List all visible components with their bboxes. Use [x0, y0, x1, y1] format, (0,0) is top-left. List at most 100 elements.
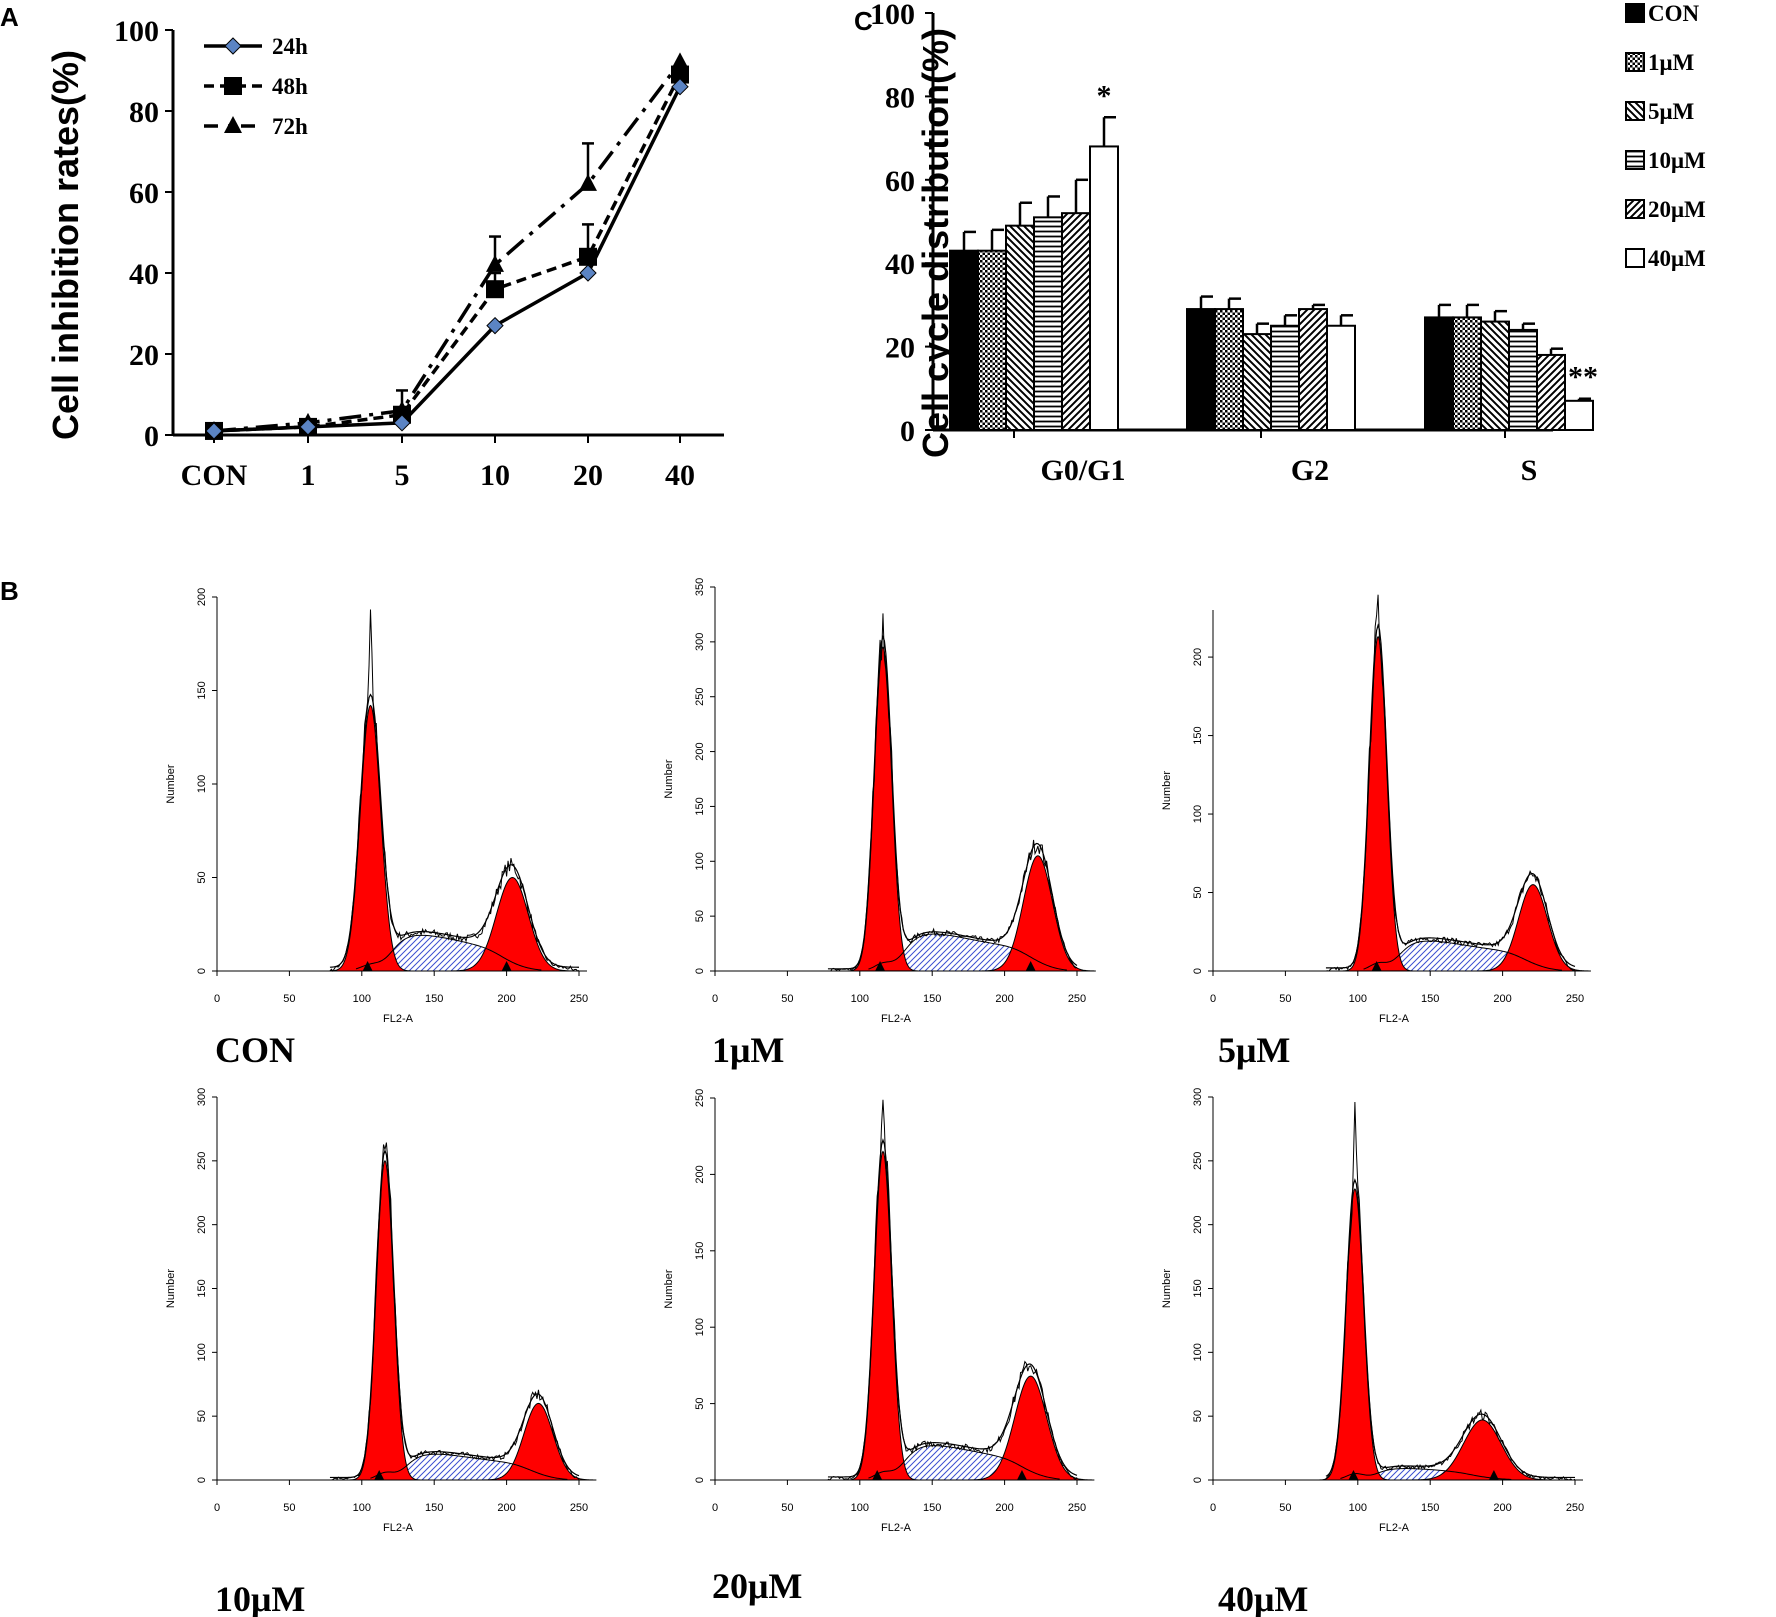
x-tick-label: 50 — [781, 993, 793, 1005]
g1-peak — [349, 1159, 420, 1481]
legend-label: CON — [1648, 1, 1700, 26]
y-tick-label: 40 — [885, 248, 915, 281]
s-phase-curve — [370, 1453, 568, 1480]
y-tick-label: 0 — [1192, 968, 1204, 974]
y-tick-label: 100 — [1192, 805, 1204, 823]
x-tick-label: 0 — [214, 1502, 220, 1514]
category-group-G0-G1 — [949, 116, 1119, 431]
peak-marker — [1025, 961, 1036, 971]
legend-label: 24h — [272, 34, 308, 59]
bar — [1033, 216, 1063, 431]
bar — [1214, 308, 1244, 432]
x-axis-title: FL2-A — [881, 1013, 912, 1025]
x-axis-title: FL2-A — [1379, 1013, 1410, 1025]
y-axis-title: Number — [663, 759, 675, 798]
peak-marker — [362, 961, 373, 971]
x-tick-label: CON — [181, 459, 248, 492]
flow-cytometry-histograms: 0 50 100 150 200 0 50 100 150 200 250 FL2-A Number CO… — [165, 578, 1591, 1617]
y-tick-label: 50 — [1192, 1410, 1204, 1422]
y-tick-label: 100 — [1192, 1343, 1204, 1361]
legend-swatch — [1625, 199, 1645, 219]
y-tick-label: 50 — [694, 1397, 706, 1409]
x-tick-label: 0 — [712, 993, 718, 1005]
x-tick-label: 200 — [1493, 1502, 1511, 1514]
legend-label: 20μM — [1648, 197, 1706, 222]
s-phase-curve — [868, 933, 1067, 971]
x-tick-label: 200 — [1493, 993, 1511, 1005]
data-point — [205, 422, 223, 440]
series-72h — [205, 52, 689, 438]
legend-label: 40μM — [1648, 246, 1706, 271]
category-group-G2 — [1186, 295, 1356, 432]
bar — [1564, 399, 1594, 431]
y-tick-label: 80 — [885, 81, 915, 114]
bar — [1061, 212, 1091, 431]
g1-peak — [1319, 1188, 1390, 1481]
y-tick-label: 300 — [694, 633, 706, 651]
y-tick-label: 150 — [1192, 1279, 1204, 1297]
panel-label-b: B — [0, 576, 19, 606]
series-line — [213, 85, 682, 433]
histogram-5μM: 0 50 100 150 200 0 50 100 150 200 250 FL2-A Number — [1161, 594, 1591, 1025]
bar — [949, 249, 979, 431]
y-tick-label: 40 — [129, 258, 159, 291]
x-tick-label: 100 — [851, 1502, 869, 1514]
y-tick-label: 200 — [196, 1215, 208, 1233]
x-tick-label: 10 — [480, 459, 510, 492]
legend-swatch — [1625, 101, 1645, 121]
x-axis-title: FL2-A — [881, 1522, 912, 1534]
x-tick-label: 1 — [301, 459, 316, 492]
y-tick-label: 20 — [129, 339, 159, 372]
y-axis-title: Number — [1161, 771, 1173, 810]
bar — [1480, 320, 1510, 431]
sample-label: 40μM — [1218, 1579, 1308, 1617]
category-group-S — [1424, 303, 1594, 432]
data-point — [393, 414, 411, 432]
y-tick-label: 100 — [694, 852, 706, 870]
y-tick-label: 50 — [196, 871, 208, 883]
data-point — [671, 77, 689, 96]
g2-peak — [448, 876, 577, 972]
data-point — [579, 264, 597, 282]
x-tick-label: 150 — [425, 993, 443, 1005]
y-tick-label: 0 — [694, 968, 706, 974]
x-axis-title: FL2-A — [1379, 1522, 1410, 1534]
y-tick-label: 100 — [870, 0, 915, 31]
sample-label: 20μM — [712, 1566, 802, 1606]
x-tick-label: 150 — [923, 1502, 941, 1514]
y-tick-label: 250 — [1192, 1152, 1204, 1170]
peak-marker — [1348, 1470, 1359, 1480]
y-tick-label: 0 — [196, 968, 208, 974]
sample-label: 10μM — [215, 1579, 305, 1617]
bar — [1508, 328, 1538, 432]
x-tick-label: 50 — [283, 993, 295, 1005]
x-tick-label: 250 — [1068, 993, 1086, 1005]
x-tick-label: 50 — [781, 1502, 793, 1514]
histogram-40μM: 0 50 100 150 200 250 300 0 50 100 150 200 250 FL2-A Nu… — [1161, 1088, 1584, 1534]
y-tick-label: 0 — [144, 420, 159, 453]
bar — [1326, 324, 1356, 431]
x-tick-label: 100 — [1349, 993, 1367, 1005]
legend-swatch — [1625, 248, 1645, 268]
y-tick-label: 80 — [129, 96, 159, 129]
x-tick-label: 0 — [1210, 1502, 1216, 1514]
significance-mark: ** — [1568, 361, 1598, 394]
y-tick-label: 0 — [900, 415, 915, 448]
data-point — [671, 52, 689, 70]
fit-line — [827, 1138, 1078, 1478]
y-tick-label: 200 — [1192, 1215, 1204, 1233]
cell-cycle-bar-chart: Cell cycle distribution(%) 020406080100G… — [870, 0, 1706, 487]
y-tick-label: 0 — [694, 1477, 706, 1483]
x-tick-label: S — [1521, 454, 1538, 487]
peak-marker — [501, 961, 512, 971]
data-point — [486, 316, 504, 335]
x-tick-label: 50 — [1279, 1502, 1291, 1514]
x-tick-label: 250 — [1068, 1502, 1086, 1514]
legend-marker — [224, 77, 242, 95]
y-tick-label: 0 — [196, 1477, 208, 1483]
peak-marker — [875, 961, 886, 971]
x-tick-label: 250 — [570, 993, 588, 1005]
significance-mark: * — [1097, 79, 1112, 112]
x-tick-label: 100 — [353, 993, 371, 1005]
